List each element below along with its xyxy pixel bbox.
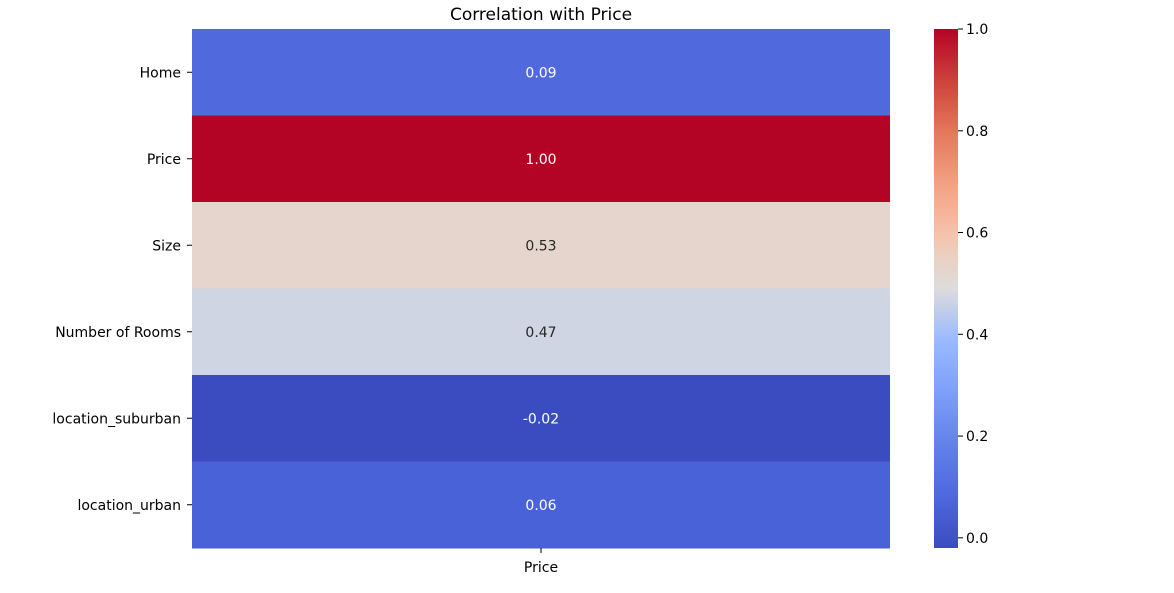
y-tick-label: location_urban [77, 498, 181, 514]
cell-value-label: 0.53 [525, 238, 556, 254]
cell-value-label: -0.02 [523, 411, 559, 427]
colorbar-tick-label: 0.2 [966, 429, 988, 445]
heatmap-cell [192, 115, 890, 203]
colorbar-tick-label: 0.4 [966, 327, 988, 343]
colorbar-tick-label: 0.0 [966, 531, 988, 547]
row-labels: Home Price Size Number of Rooms location_sub… [52, 65, 192, 514]
colorbar-tick-label: 0.6 [966, 226, 988, 242]
heatmap-cell [192, 288, 890, 376]
colorbar-gradient [934, 29, 958, 548]
colorbar-tick-label: 0.8 [966, 124, 988, 140]
column-labels: Price [524, 548, 558, 576]
heatmap-cell [192, 202, 890, 289]
heatmap-cell [192, 461, 890, 549]
cell-value-label: 1.00 [525, 152, 556, 168]
cell-value-label: 0.47 [525, 325, 556, 341]
colorbar: 0.0 0.2 0.4 0.6 0.8 1.0 [934, 22, 988, 548]
heatmap-cell [192, 29, 890, 116]
heatmap-cell [192, 375, 890, 462]
y-tick-label: Home [140, 65, 181, 81]
colorbar-tick-label: 1.0 [966, 22, 988, 38]
y-tick-label: Size [152, 238, 181, 254]
cell-value-label: 0.06 [525, 498, 556, 514]
y-tick-label: Number of Rooms [55, 325, 181, 341]
x-tick-label: Price [524, 560, 558, 576]
y-tick-label: Price [147, 152, 181, 168]
heatmap-cells: 0.09 1.00 0.53 0.47 -0.02 0.06 [192, 29, 890, 549]
y-tick-label: location_suburban [52, 411, 181, 427]
chart-title: Correlation with Price [450, 5, 632, 25]
cell-value-label: 0.09 [525, 65, 556, 81]
